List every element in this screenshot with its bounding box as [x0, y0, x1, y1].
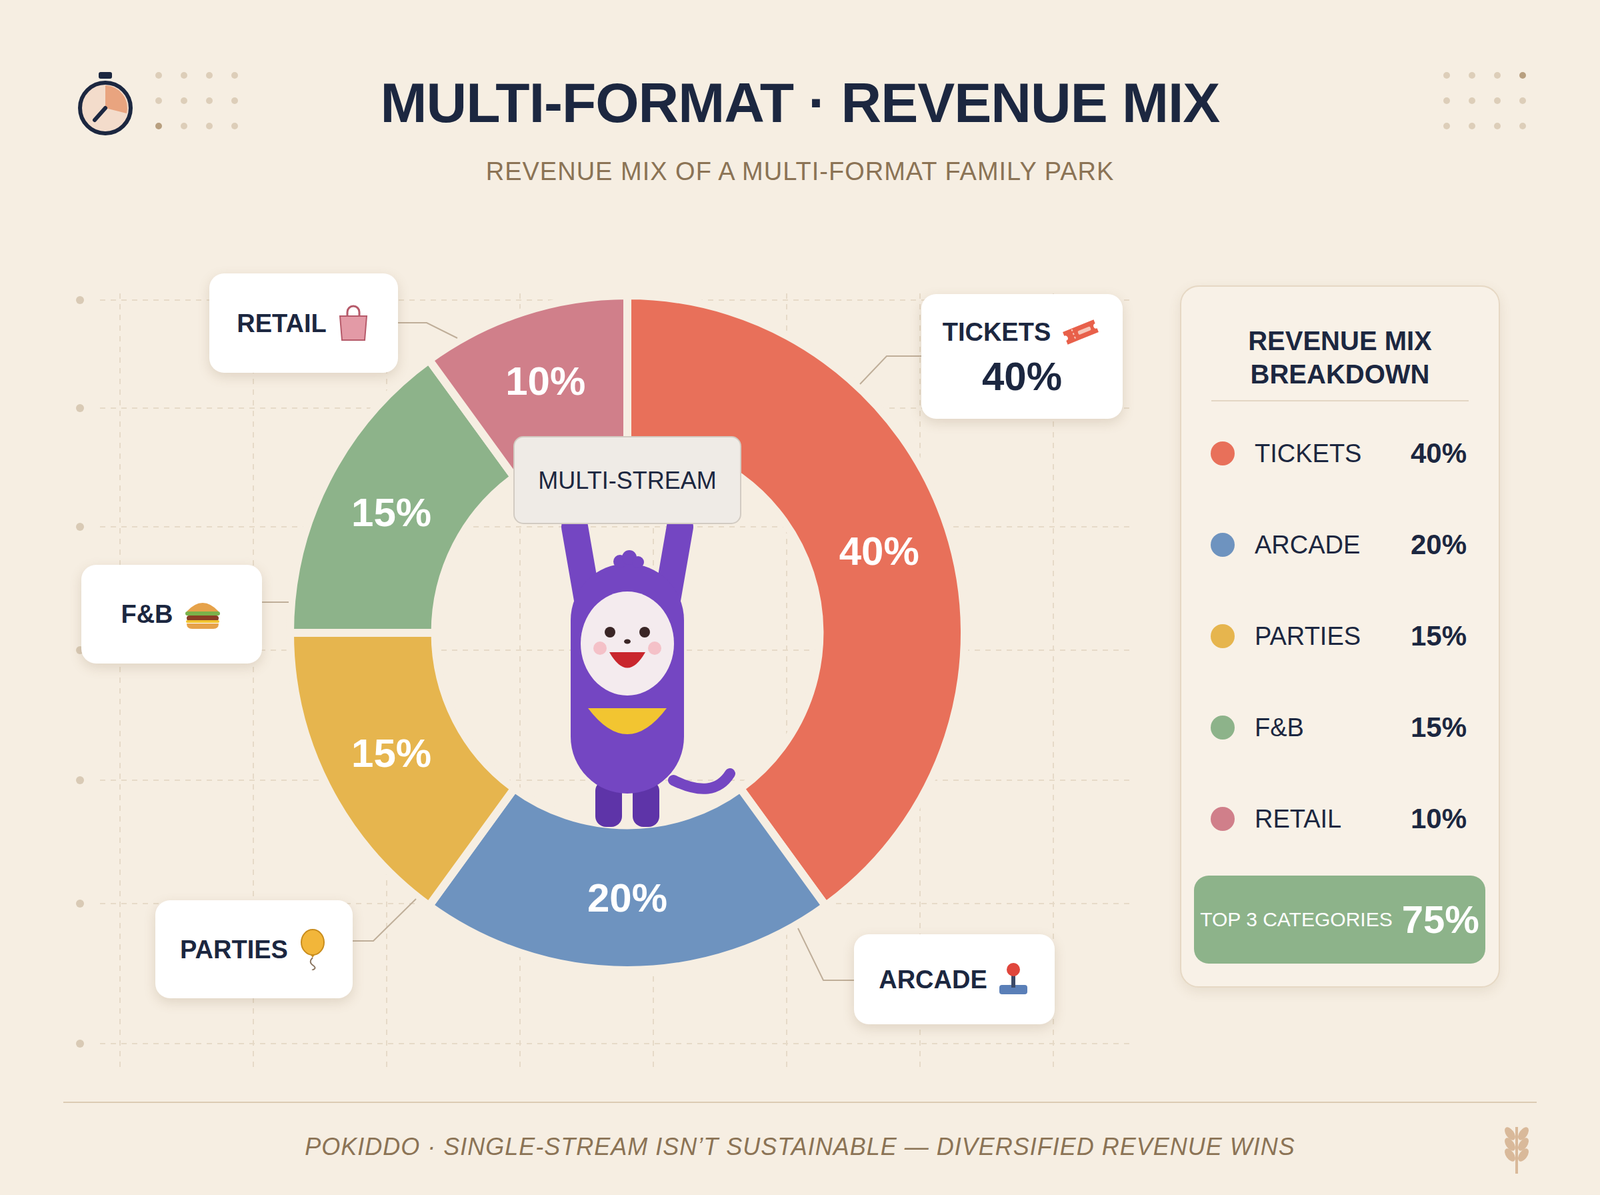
- svg-text:40%: 40%: [839, 528, 920, 574]
- html-text:10%: 10%: [1410, 802, 1467, 834]
- html-text:PARTIES: PARTIES: [1254, 622, 1361, 650]
- svg-text:MULTI-STREAM: MULTI-STREAM: [538, 466, 716, 494]
- html-text:POKIDDO · SINGLE-STREAM ISN’T: POKIDDO · SINGLE-STREAM ISN’T SUSTAINABL…: [304, 1132, 1296, 1160]
- html-text:F&B: F&B: [1254, 713, 1304, 742]
- html-text:ARCADE: ARCADE: [1254, 530, 1361, 559]
- html-text:REVENUE MIX OF A MULTI-FORMAT: REVENUE MIX OF A MULTI-FORMAT FAMILY PAR…: [485, 157, 1115, 186]
- svg-text:20%: 20%: [587, 875, 668, 920]
- html-text:15%: 15%: [1410, 711, 1467, 743]
- html-text:PARTIES: PARTIES: [180, 935, 288, 963]
- html-text:REVENUE MIX BREAKDOWN: REVENUE MIX BREAKDOWN: [1248, 326, 1432, 389]
- svg-text:10%: 10%: [505, 358, 586, 404]
- html-text:MULTI-FORMAT · REVENUE MIX: MULTI-FORMAT · REVENUE MIX: [380, 71, 1220, 134]
- html-text:ARCADE: ARCADE: [878, 965, 988, 993]
- svg-text:15%: 15%: [351, 490, 432, 535]
- html-text:TICKETS: TICKETS: [1254, 439, 1362, 468]
- html-text:15%: 15%: [1410, 620, 1467, 652]
- html-text:TOP 3 CATEGORIES 75%: TOP 3 CATEGORIES 75%: [1200, 897, 1480, 941]
- html-text:40%: 40%: [1410, 437, 1467, 469]
- html-text:TICKETS: TICKETS: [942, 317, 1051, 346]
- html-text:F&B: F&B: [120, 600, 173, 628]
- html-text:RETAIL: RETAIL: [1254, 804, 1342, 833]
- html-text:RETAIL: RETAIL: [236, 309, 327, 337]
- svg-text:15%: 15%: [351, 730, 432, 776]
- html-text:20%: 20%: [1410, 528, 1467, 560]
- html-text:40%: 40%: [982, 353, 1062, 399]
